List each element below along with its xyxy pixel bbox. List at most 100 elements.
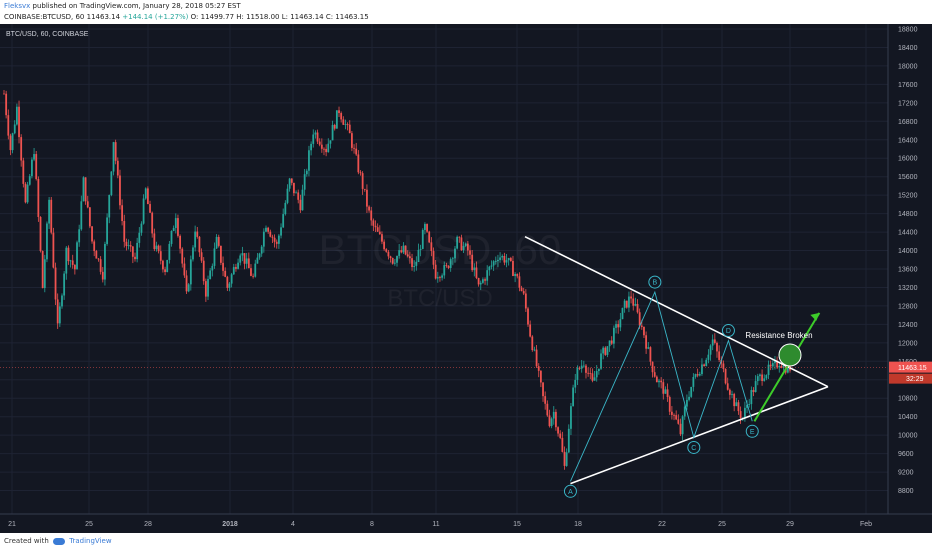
candle-body bbox=[497, 259, 499, 262]
candle-body bbox=[288, 178, 291, 189]
candle-body bbox=[524, 293, 527, 309]
candle-body bbox=[666, 389, 669, 398]
candle-body bbox=[499, 257, 501, 260]
candle-body bbox=[750, 390, 753, 405]
candle-body bbox=[247, 258, 250, 269]
candle-body bbox=[340, 113, 343, 120]
candle-body bbox=[290, 178, 293, 183]
y-tick-label: 17600 bbox=[898, 82, 918, 89]
candle-body bbox=[675, 415, 678, 420]
y-tick-label: 12400 bbox=[898, 322, 918, 329]
candle-body bbox=[608, 340, 611, 347]
candle-body bbox=[39, 216, 42, 252]
candle-body bbox=[104, 243, 106, 280]
wave-point-label: C bbox=[691, 445, 696, 452]
candle-body bbox=[170, 230, 173, 244]
candle-body bbox=[213, 248, 216, 266]
candle-body bbox=[366, 189, 368, 207]
candle-body bbox=[576, 367, 579, 380]
candle-body bbox=[718, 351, 721, 360]
candle-body bbox=[731, 393, 733, 395]
candle-body bbox=[503, 255, 506, 263]
candle-body bbox=[615, 324, 617, 328]
candle-body bbox=[619, 319, 622, 328]
candle-body bbox=[200, 252, 203, 261]
candle-body bbox=[623, 300, 626, 308]
candle-body bbox=[456, 236, 459, 249]
candle-body bbox=[544, 396, 547, 404]
candle-body bbox=[514, 273, 517, 276]
candle-body bbox=[192, 247, 194, 260]
candle-body bbox=[589, 373, 592, 374]
candle-body bbox=[84, 177, 87, 202]
candle-body bbox=[570, 406, 572, 429]
candle-body bbox=[415, 261, 418, 266]
candle-body bbox=[202, 260, 205, 282]
candle-body bbox=[686, 399, 688, 407]
candle-body bbox=[447, 265, 450, 268]
x-tick-label: 25 bbox=[85, 521, 93, 528]
candle-body bbox=[357, 154, 360, 173]
candle-body bbox=[58, 306, 61, 324]
candle-body bbox=[574, 379, 577, 388]
candle-body bbox=[507, 258, 510, 261]
candle-body bbox=[430, 242, 433, 252]
candle-body bbox=[690, 386, 693, 397]
candle-body bbox=[254, 263, 257, 277]
candle-body bbox=[95, 251, 98, 259]
candle-body bbox=[705, 359, 708, 367]
candle-body bbox=[701, 364, 703, 374]
candle-body bbox=[43, 259, 46, 289]
tradingview-brand[interactable]: TradingView bbox=[69, 537, 112, 545]
candle-body bbox=[595, 371, 598, 378]
candle-body bbox=[649, 347, 652, 362]
candle-body bbox=[585, 365, 587, 373]
candle-body bbox=[374, 225, 377, 228]
candle-body bbox=[548, 415, 551, 427]
time-axis[interactable]: 21 25 28 2018 4 8 11 15 18 22 25 29 Feb bbox=[0, 513, 932, 528]
candle-body bbox=[765, 375, 768, 379]
candle-body bbox=[123, 221, 126, 242]
candle-body bbox=[293, 182, 295, 194]
candle-body bbox=[93, 241, 96, 252]
wave-point-marker bbox=[745, 424, 759, 438]
candle-body bbox=[89, 207, 91, 227]
candle-body bbox=[647, 347, 650, 349]
candle-body bbox=[694, 374, 697, 377]
x-tick-label: 28 bbox=[144, 521, 152, 528]
candle-body bbox=[550, 418, 553, 427]
price-chart[interactable]: 8800920096001000010400108001120011600120… bbox=[0, 24, 932, 533]
candle-body bbox=[99, 259, 102, 272]
candle-body bbox=[252, 275, 255, 277]
wave-point-marker bbox=[648, 275, 662, 289]
candle-body bbox=[355, 148, 358, 155]
countdown-label: 32:29 bbox=[906, 376, 924, 383]
candle-body bbox=[80, 201, 83, 230]
candle-body bbox=[419, 248, 422, 250]
y-tick-label: 13200 bbox=[898, 285, 918, 292]
candle-body bbox=[454, 248, 456, 259]
candle-body bbox=[533, 349, 536, 351]
watermark-main: BTCUSD, 60 bbox=[319, 226, 562, 273]
candle-body bbox=[520, 287, 523, 292]
candle-body bbox=[129, 245, 132, 247]
price-axis[interactable]: 8800920096001000010400108001120011600120… bbox=[887, 24, 932, 514]
candle-body bbox=[782, 363, 785, 368]
candle-body bbox=[338, 110, 340, 114]
wave-point-marker bbox=[687, 440, 701, 454]
candle-body bbox=[127, 245, 130, 247]
candle-body bbox=[484, 279, 486, 281]
created-with-label: Created with bbox=[4, 537, 49, 545]
candle-body bbox=[110, 171, 113, 195]
y-tick-label: 18800 bbox=[898, 27, 918, 34]
candle-body bbox=[658, 380, 660, 383]
candle-body bbox=[359, 172, 362, 174]
candle-body bbox=[166, 259, 169, 272]
candle-body bbox=[297, 192, 300, 200]
author-name[interactable]: Fleksvx bbox=[4, 2, 31, 10]
candle-body bbox=[112, 142, 115, 172]
candle-body bbox=[460, 237, 463, 251]
candle-body bbox=[76, 242, 78, 270]
candle-body bbox=[131, 246, 134, 257]
candle-body bbox=[424, 224, 426, 230]
